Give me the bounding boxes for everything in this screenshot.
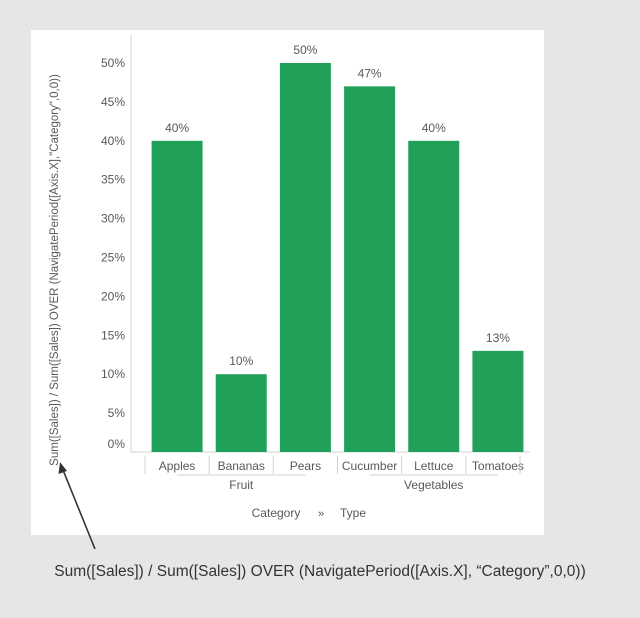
y-tick-label: 5% bbox=[108, 406, 126, 420]
annotation-arrow-head bbox=[58, 462, 67, 474]
bar-lettuce bbox=[408, 140, 460, 453]
y-tick-label: 20% bbox=[101, 289, 125, 303]
data-label: 40% bbox=[165, 121, 189, 135]
y-tick-label: 35% bbox=[101, 173, 125, 187]
y-tick-label: 50% bbox=[101, 56, 125, 70]
x-tick-label: Cucumber bbox=[342, 459, 397, 473]
x-axis-title: Category bbox=[252, 506, 301, 520]
data-label: 13% bbox=[486, 331, 510, 345]
data-label: 47% bbox=[358, 66, 382, 80]
bar-pears bbox=[279, 63, 331, 452]
bar-tomatoes bbox=[472, 350, 524, 452]
x-tick-label: Bananas bbox=[218, 459, 265, 473]
y-tick-label: 45% bbox=[101, 95, 125, 109]
y-tick-label: 30% bbox=[101, 212, 125, 226]
group-label: Fruit bbox=[229, 478, 254, 492]
y-tick-label: 0% bbox=[108, 437, 126, 451]
y-tick-label: 15% bbox=[101, 328, 125, 342]
bar-bananas bbox=[215, 374, 267, 452]
y-tick-label: 10% bbox=[101, 367, 125, 381]
data-label: 10% bbox=[229, 354, 253, 368]
x-axis-title-secondary: Type bbox=[340, 506, 366, 520]
group-label: Vegetables bbox=[404, 478, 463, 492]
bar-cucumber bbox=[344, 86, 396, 452]
y-tick-label: 40% bbox=[101, 134, 125, 148]
x-tick-label: Lettuce bbox=[414, 459, 454, 473]
x-axis-separator: » bbox=[318, 508, 324, 520]
bar-apples bbox=[151, 140, 203, 453]
formula-caption: Sum([Sales]) / Sum([Sales]) OVER (Naviga… bbox=[54, 563, 586, 580]
y-axis-title: Sum([Sales]) / Sum([Sales]) OVER (Naviga… bbox=[49, 74, 61, 466]
x-tick-label: Apples bbox=[159, 459, 196, 473]
y-tick-label: 25% bbox=[101, 251, 125, 265]
data-label: 50% bbox=[293, 43, 317, 57]
x-tick-label: Pears bbox=[290, 459, 321, 473]
data-label: 40% bbox=[422, 121, 446, 135]
x-tick-label: Tomatoes bbox=[472, 459, 524, 473]
annotation-arrow-line bbox=[62, 469, 96, 550]
